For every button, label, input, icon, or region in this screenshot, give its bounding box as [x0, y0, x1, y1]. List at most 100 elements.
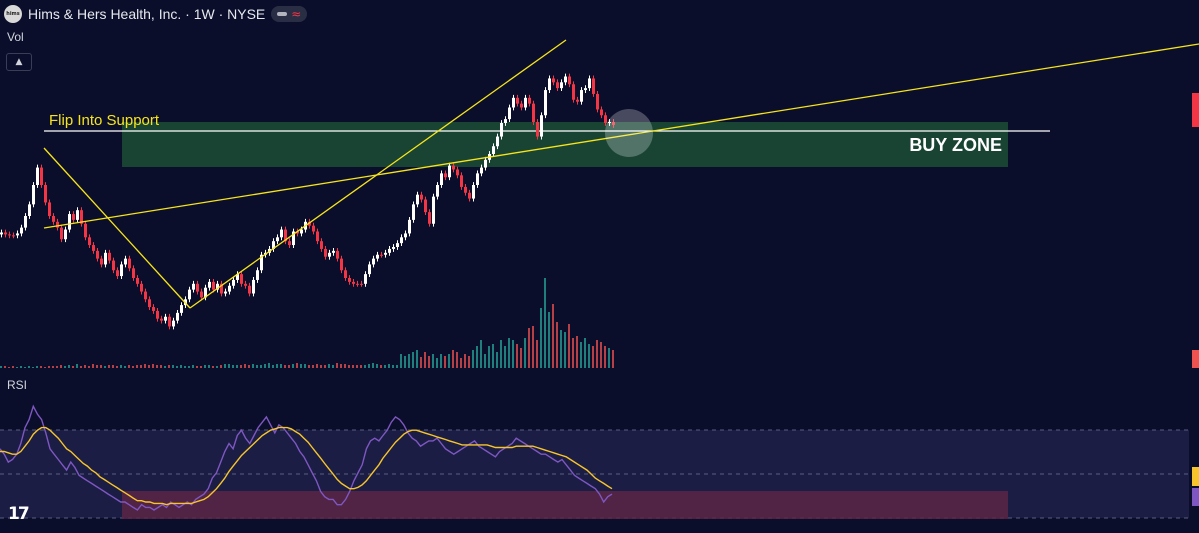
candle-body [568, 76, 571, 85]
candle-body [252, 279, 255, 294]
volume-bar [128, 365, 130, 368]
candle-body [404, 233, 407, 238]
candle-body [352, 281, 355, 284]
rsi-ma-line [0, 426, 613, 506]
candle-body [436, 185, 439, 197]
volume-bar [212, 366, 214, 368]
candle-body [84, 223, 87, 238]
candle-body [116, 270, 119, 277]
candle-body [400, 237, 403, 244]
candle-body [348, 278, 351, 282]
candle-body [92, 245, 95, 251]
candle-body [200, 291, 203, 298]
candle-body [224, 291, 227, 294]
volume-bar [612, 350, 614, 368]
volume-bar [136, 365, 138, 368]
volume-bar [556, 322, 558, 368]
candle-body [344, 270, 347, 278]
candle-body [420, 194, 423, 200]
volume-bar [76, 364, 78, 368]
volume-bar [208, 365, 210, 368]
volume-bar [236, 365, 238, 368]
volume-bar [360, 365, 362, 368]
candle-body [600, 109, 603, 116]
volume-bar [268, 363, 270, 368]
candle-body [240, 274, 243, 284]
candle-body [284, 229, 287, 242]
candle-body [100, 258, 103, 265]
candle-body [272, 241, 275, 249]
volume-bar [332, 365, 334, 368]
candle-body [196, 283, 199, 292]
candle-body [472, 185, 475, 199]
volume-bar [460, 358, 462, 368]
candle-body [128, 258, 131, 269]
volume-bar [100, 365, 102, 368]
volume-bar [44, 367, 46, 368]
candle-body [528, 97, 531, 104]
candle-body [256, 270, 259, 280]
volume-bar [156, 365, 158, 368]
volume-bar [96, 365, 98, 368]
volume-bar [600, 342, 602, 368]
volume-bar [172, 365, 174, 368]
candle-body [588, 78, 591, 89]
volume-bar [4, 366, 6, 368]
volume-tag-red [1192, 350, 1199, 368]
volume-bar [256, 365, 258, 368]
candle-body [168, 316, 171, 327]
volume-bar [472, 350, 474, 368]
volume-bar [328, 364, 330, 368]
volume-bar [416, 350, 418, 368]
volume-bar [184, 366, 186, 368]
candle-body [480, 167, 483, 174]
volume-bar [308, 365, 310, 368]
candle-body [596, 93, 599, 110]
candle-body [180, 305, 183, 313]
volume-bar [64, 366, 66, 368]
wave-icon: ≈ [291, 7, 302, 21]
volume-bar [164, 366, 166, 368]
volume-bar [144, 364, 146, 368]
candle-body [604, 115, 607, 123]
candle-body [516, 97, 519, 104]
volume-bar [60, 365, 62, 368]
volume-bar [592, 346, 594, 368]
candle-body [376, 254, 379, 259]
candle-body [580, 90, 583, 102]
candle-body [88, 237, 91, 246]
candle-body [564, 76, 567, 83]
volume-bar [204, 365, 206, 368]
volume-bar [88, 366, 90, 368]
annotation-flip-into-support: Flip Into Support [49, 112, 160, 129]
volume-bar [500, 340, 502, 368]
volume-bar [296, 363, 298, 368]
volume-bar [576, 336, 578, 368]
candle-body [148, 299, 151, 308]
volume-bar [280, 364, 282, 368]
candle-body [120, 264, 123, 277]
candle-body [32, 185, 35, 205]
candle-body [172, 320, 175, 327]
volume-bar [80, 366, 82, 368]
collapse-pane-button[interactable]: ▲ [6, 53, 32, 71]
volume-bar [92, 364, 94, 368]
candlestick-series [0, 73, 615, 330]
volume-bar [48, 366, 50, 368]
candle-body [288, 241, 291, 246]
candle-body [292, 231, 295, 246]
tradingview-logo[interactable]: 17 [8, 504, 30, 524]
indicator-status-pill[interactable]: ≈ [271, 6, 308, 22]
volume-bar [112, 365, 114, 368]
candle-body [416, 194, 419, 205]
volume-bar [12, 366, 14, 368]
candle-body [280, 229, 283, 238]
candle-body [556, 82, 559, 89]
symbol-header[interactable]: hims Hims & Hers Health, Inc. · 1W · NYS… [4, 4, 308, 24]
symbol-title[interactable]: Hims & Hers Health, Inc. · 1W · NYSE [28, 6, 266, 22]
volume-bar [520, 348, 522, 368]
volume-bar [496, 352, 498, 368]
candle-body [228, 285, 231, 292]
candle-body [548, 78, 551, 91]
